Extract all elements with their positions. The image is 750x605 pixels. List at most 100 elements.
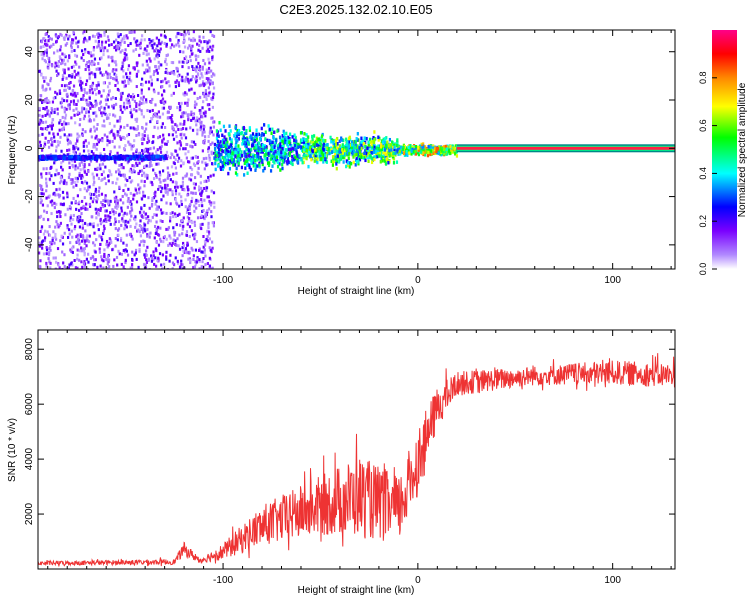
heatmap-cell xyxy=(103,154,107,159)
heatmap-cell xyxy=(291,158,294,163)
heatmap-cell xyxy=(43,209,46,213)
heatmap-cell xyxy=(187,116,190,120)
heatmap-cell xyxy=(126,199,129,203)
heatmap-cell xyxy=(73,69,76,73)
heatmap-cell xyxy=(367,143,370,147)
heatmap-cell xyxy=(367,140,370,144)
heatmap-cell xyxy=(50,111,53,115)
heatmap-cell xyxy=(63,88,66,92)
heatmap-cell xyxy=(296,160,299,164)
heatmap-cell xyxy=(256,132,259,137)
heatmap-cell xyxy=(114,44,118,48)
heatmap-cell xyxy=(200,122,203,126)
heatmap-cell xyxy=(143,194,146,198)
heatmap-cell xyxy=(184,91,187,95)
heatmap-cell xyxy=(196,161,199,165)
heatmap-cell xyxy=(105,155,109,159)
heatmap-cell xyxy=(139,41,142,45)
heatmap-cell xyxy=(329,135,332,140)
heatmap-cell xyxy=(429,152,432,157)
heatmap-cell xyxy=(254,168,257,172)
heatmap-cell xyxy=(40,53,43,57)
heatmap-cell xyxy=(100,192,104,196)
heatmap-cell xyxy=(215,129,218,133)
heatmap-cell xyxy=(153,262,156,266)
heatmap-cell xyxy=(50,199,54,203)
heatmap-cell xyxy=(393,145,396,150)
heatmap-cell xyxy=(206,235,209,239)
heatmap-cell xyxy=(107,93,110,97)
heatmap-cell xyxy=(368,137,372,142)
heatmap-cell xyxy=(135,257,138,261)
heatmap-cell xyxy=(342,160,345,164)
heatmap-cell xyxy=(248,126,251,130)
heatmap-cell xyxy=(99,206,102,210)
heatmap-cell xyxy=(248,163,251,167)
heatmap-cell xyxy=(39,127,43,131)
heatmap-cell xyxy=(52,157,55,161)
heatmap-cell xyxy=(162,102,166,106)
heatmap-cell xyxy=(93,243,96,247)
heatmap-cell xyxy=(210,116,213,120)
heatmap-cell xyxy=(83,247,86,251)
heatmap-cell xyxy=(159,42,162,46)
heatmap-cell xyxy=(96,197,99,201)
heatmap-cell xyxy=(392,145,395,150)
colorbar-ticks: 0.00.20.40.60.8 xyxy=(698,72,717,275)
heatmap-cell xyxy=(117,204,120,208)
spectrogram-ytick-label: 0 xyxy=(24,145,35,151)
heatmap-cell xyxy=(232,157,236,162)
heatmap-cell xyxy=(274,156,277,160)
heatmap-cell xyxy=(210,80,213,84)
heatmap-cell xyxy=(111,181,114,185)
heatmap-cell xyxy=(288,160,291,165)
heatmap-cell xyxy=(84,111,88,115)
heatmap-cell xyxy=(181,176,185,180)
heatmap-cell xyxy=(326,152,329,156)
heatmap-cell xyxy=(55,39,58,43)
heatmap-cell xyxy=(306,142,310,147)
heatmap-cell xyxy=(243,158,246,162)
heatmap-cell xyxy=(335,162,338,166)
heatmap-cell xyxy=(59,239,62,243)
heatmap-cell xyxy=(208,199,211,203)
heatmap-cell xyxy=(145,100,148,104)
heatmap-cell xyxy=(183,122,186,126)
heatmap-cell xyxy=(256,164,259,168)
heatmap-cell xyxy=(261,143,265,148)
heatmap-cell xyxy=(123,37,126,41)
heatmap-cell xyxy=(334,155,337,159)
heatmap-cell xyxy=(113,210,116,214)
heatmap-cell xyxy=(315,151,318,156)
heatmap-cell xyxy=(64,62,67,66)
heatmap-cell xyxy=(449,144,452,149)
heatmap-cell xyxy=(91,155,94,160)
snr-ytick-label: 2000 xyxy=(24,502,35,525)
heatmap-cell xyxy=(295,139,298,143)
heatmap-cell xyxy=(187,81,191,85)
heatmap-cell xyxy=(324,153,327,158)
heatmap-cell xyxy=(172,127,175,131)
heatmap-cell xyxy=(45,252,48,256)
heatmap-cell xyxy=(193,265,197,269)
heatmap-cell xyxy=(103,252,106,256)
heatmap-cell xyxy=(123,56,126,60)
heatmap-cell xyxy=(201,189,204,193)
heatmap-cell xyxy=(263,144,266,148)
heatmap-cell xyxy=(121,135,125,139)
heatmap-cell xyxy=(418,148,421,153)
heatmap-cell xyxy=(279,158,282,162)
heatmap-cell xyxy=(146,134,149,138)
heatmap-cell xyxy=(142,156,145,161)
heatmap-cell xyxy=(349,143,352,148)
heatmap-cell xyxy=(130,170,134,174)
heatmap-cell xyxy=(147,196,150,200)
heatmap-cell xyxy=(159,219,162,223)
heatmap-cell xyxy=(123,85,126,89)
heatmap-cell xyxy=(114,48,118,52)
heatmap-cell xyxy=(363,142,366,146)
heatmap-cell xyxy=(170,70,173,74)
heatmap-cell xyxy=(97,44,100,48)
heatmap-cell xyxy=(61,97,64,101)
heatmap-cell xyxy=(169,219,172,223)
